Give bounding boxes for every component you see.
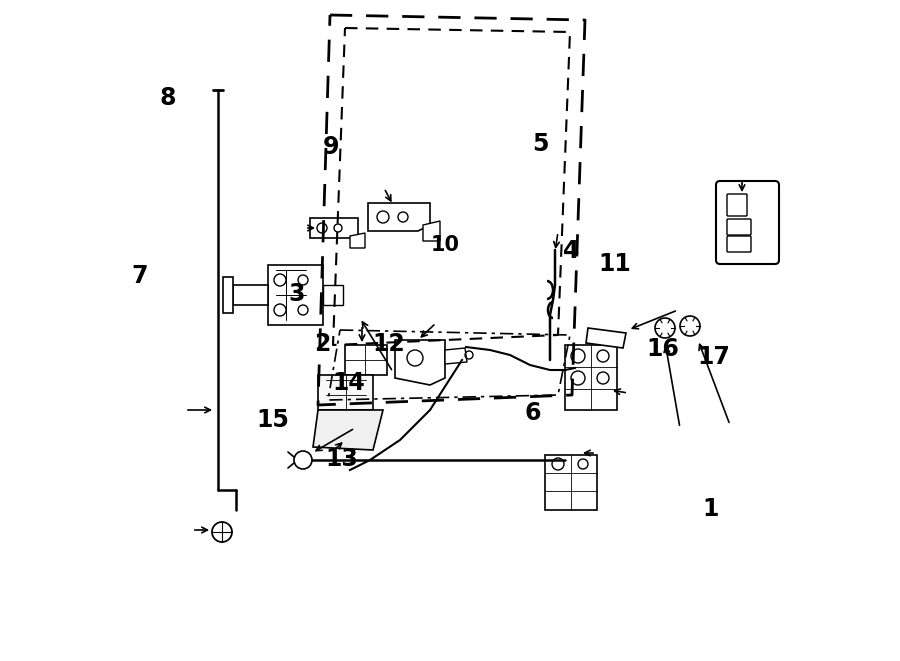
Polygon shape — [350, 233, 365, 248]
FancyBboxPatch shape — [716, 181, 779, 264]
Text: 3: 3 — [289, 282, 305, 306]
Polygon shape — [368, 203, 430, 231]
Polygon shape — [313, 410, 383, 450]
Text: 5: 5 — [532, 132, 548, 156]
Polygon shape — [268, 265, 323, 325]
Text: 4: 4 — [563, 239, 580, 263]
Polygon shape — [223, 277, 233, 313]
Text: 9: 9 — [323, 135, 339, 159]
Polygon shape — [233, 285, 268, 305]
Text: 14: 14 — [333, 371, 365, 395]
FancyBboxPatch shape — [727, 236, 751, 252]
Text: 6: 6 — [525, 401, 541, 425]
Text: 2: 2 — [314, 332, 330, 356]
Text: 17: 17 — [698, 345, 730, 369]
Polygon shape — [445, 348, 467, 364]
Text: 12: 12 — [373, 332, 405, 356]
Text: 8: 8 — [159, 86, 176, 110]
Polygon shape — [395, 340, 445, 385]
FancyBboxPatch shape — [727, 219, 751, 235]
Text: 11: 11 — [598, 253, 631, 276]
Polygon shape — [345, 345, 387, 375]
Text: 7: 7 — [131, 264, 148, 288]
Polygon shape — [323, 285, 343, 305]
Text: 13: 13 — [326, 447, 358, 471]
Text: 1: 1 — [703, 497, 719, 521]
Polygon shape — [310, 218, 358, 238]
Polygon shape — [586, 328, 626, 348]
Text: 16: 16 — [646, 337, 679, 361]
Polygon shape — [565, 345, 617, 410]
FancyBboxPatch shape — [727, 194, 747, 216]
Polygon shape — [545, 455, 597, 510]
Polygon shape — [318, 375, 373, 410]
Polygon shape — [423, 221, 440, 241]
Text: 10: 10 — [431, 235, 460, 254]
Text: 15: 15 — [256, 408, 289, 432]
